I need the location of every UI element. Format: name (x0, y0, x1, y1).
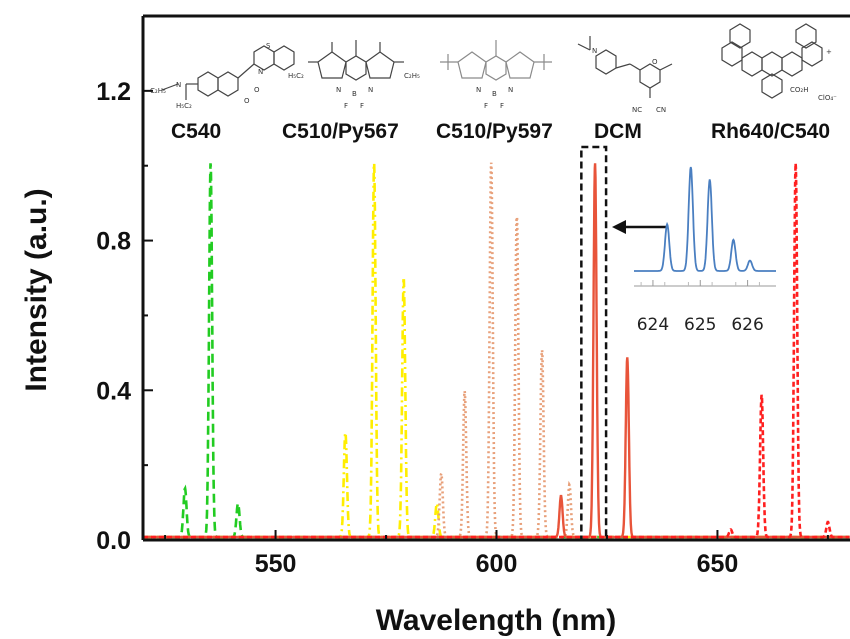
svg-text:N: N (176, 81, 181, 89)
svg-text:ClO₄⁻: ClO₄⁻ (818, 94, 837, 102)
svg-text:N: N (258, 68, 263, 76)
molecule-dcm-structure: N O NC CN (577, 36, 673, 114)
svg-text:F: F (360, 102, 364, 110)
svg-text:N: N (336, 86, 341, 94)
label-c540: C540 (171, 120, 221, 143)
arrow-icon (612, 220, 666, 234)
series-dcm (143, 163, 850, 539)
svg-text:+: + (826, 48, 832, 56)
svg-text:NC: NC (632, 106, 642, 114)
series-c510-py597 (143, 162, 850, 539)
series-line (143, 163, 850, 539)
highlight-box (580, 145, 608, 542)
inset-spectrum: 624 625 626 (634, 166, 776, 335)
svg-text:B: B (352, 90, 357, 98)
svg-text:H₅C₂: H₅C₂ (176, 102, 192, 110)
svg-text:O: O (652, 58, 658, 66)
svg-text:O: O (254, 86, 260, 94)
series-layer (143, 162, 850, 539)
svg-text:N: N (592, 47, 597, 55)
series-rh640-c540 (143, 163, 850, 539)
x-tick-label: 600 (476, 550, 518, 578)
svg-text:N: N (368, 86, 373, 94)
svg-text:N: N (508, 86, 513, 94)
series-c540 (143, 163, 850, 539)
axes-frame: 550 600 650 0.0 0.4 0.8 1.2 (96, 14, 850, 578)
label-dcm: DCM (594, 120, 642, 143)
inset-tick-label: 626 (731, 315, 763, 335)
svg-text:F: F (344, 102, 348, 110)
molecule-rh640-structure: CO₂H ClO₄⁻ + (721, 23, 837, 102)
series-c510-py567 (143, 163, 850, 539)
svg-text:O: O (244, 97, 250, 105)
overlay-layer: 624 625 626 (580, 145, 776, 542)
svg-text:C₂H₅: C₂H₅ (150, 87, 166, 95)
x-tick-label: 650 (697, 550, 739, 578)
svg-text:B: B (492, 90, 497, 98)
svg-text:C₂H₅: C₂H₅ (404, 72, 420, 80)
y-tick-label: 0.8 (96, 228, 131, 256)
series-line (143, 163, 850, 539)
molecule-structures: N C₂H₅ H₅C₂ O O N S H₅C₂ C₂H₅ N B N F F (150, 23, 837, 114)
label-c510-py597: C510/Py597 (436, 120, 553, 143)
inset-tick-label: 624 (637, 315, 669, 335)
svg-text:H₅C₂: H₅C₂ (288, 72, 304, 80)
molecule-py567-structure: H₅C₂ C₂H₅ N B N F F (288, 40, 420, 110)
series-line (143, 162, 850, 539)
svg-text:F: F (484, 102, 488, 110)
molecule-py597-structure: N B N F F (440, 40, 552, 110)
label-c510-py567: C510/Py567 (282, 120, 399, 143)
inset-tick-label: 625 (684, 315, 716, 335)
svg-text:F: F (500, 102, 504, 110)
x-tick-label: 550 (255, 550, 297, 578)
x-axis-title: Wavelength (nm) (376, 604, 617, 637)
series-line (143, 163, 850, 539)
svg-text:N: N (476, 86, 481, 94)
y-tick-label: 0.4 (96, 377, 131, 405)
molecule-c540-structure: N C₂H₅ H₅C₂ O O N S (150, 42, 295, 110)
svg-text:CN: CN (656, 106, 666, 114)
inset-line (634, 166, 776, 272)
y-axis-title: Intensity (a.u.) (20, 188, 53, 391)
molecule-labels: C540 C510/Py567 C510/Py597 DCM Rh640/C54… (171, 120, 830, 143)
svg-text:CO₂H: CO₂H (790, 86, 808, 94)
y-tick-label: 1.2 (96, 78, 131, 106)
svg-text:S: S (266, 42, 271, 50)
label-rh640-c540: Rh640/C540 (711, 120, 830, 143)
y-tick-label: 0.0 (96, 527, 131, 555)
series-line (143, 163, 850, 539)
